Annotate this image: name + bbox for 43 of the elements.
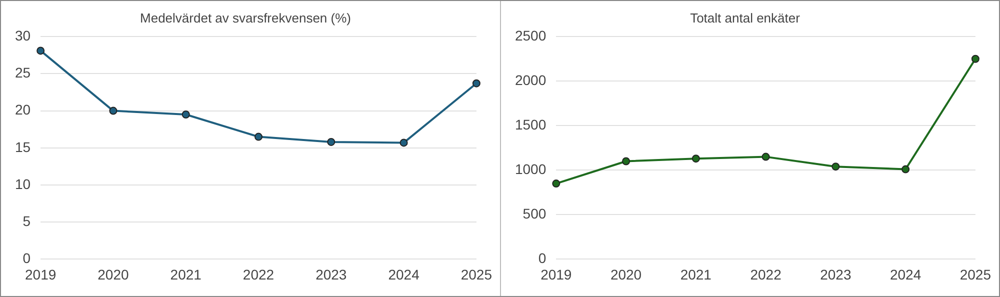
y-tick-label: 5 xyxy=(22,212,31,229)
y-tick-label: 20 xyxy=(14,102,31,118)
chart-title: Medelvärdet av svarsfrekvensen (%) xyxy=(140,10,351,26)
y-tick-label: 2000 xyxy=(514,72,546,88)
point xyxy=(472,79,480,88)
x-tick-label: 2021 xyxy=(170,266,202,282)
point xyxy=(327,138,336,146)
x-tick-label: 2019 xyxy=(24,266,56,282)
x-tick-label: 2023 xyxy=(820,266,852,282)
x-tick-label: 2020 xyxy=(98,266,129,282)
point xyxy=(832,162,840,171)
point xyxy=(692,154,700,163)
y-tick-label: 30 xyxy=(14,27,31,44)
x-tick-label: 2024 xyxy=(890,266,922,282)
point xyxy=(622,157,630,166)
x-tick-label: 2024 xyxy=(388,266,420,282)
point xyxy=(552,180,560,188)
y-tick-label: 1500 xyxy=(514,116,546,132)
point xyxy=(902,165,910,174)
x-tick-label: 2022 xyxy=(242,266,274,282)
x-tick-label: 2023 xyxy=(316,266,347,282)
point xyxy=(254,132,262,141)
y-tick-label: 25 xyxy=(14,64,31,81)
x-tick-label: 2020 xyxy=(610,266,642,282)
x-tick-label: 2025 xyxy=(960,266,992,282)
x-tick-label: 2025 xyxy=(460,266,492,282)
y-tick-label: 0 xyxy=(538,250,546,266)
y-tick-label: 15 xyxy=(14,138,31,155)
point xyxy=(36,46,45,55)
chart-title: Totalt antal enkäter xyxy=(690,10,801,26)
point xyxy=(971,54,980,63)
point xyxy=(762,152,770,161)
x-tick-label: 2021 xyxy=(680,266,712,282)
y-tick-label: 2500 xyxy=(514,27,546,44)
point xyxy=(109,106,118,115)
x-tick-label: 2019 xyxy=(540,266,572,282)
point xyxy=(182,110,190,119)
y-tick-label: 500 xyxy=(522,206,546,222)
point xyxy=(400,138,408,147)
x-tick-label: 2022 xyxy=(750,266,782,282)
y-tick-label: 0 xyxy=(22,250,31,266)
y-tick-label: 1000 xyxy=(514,161,546,178)
y-tick-label: 10 xyxy=(14,176,31,192)
